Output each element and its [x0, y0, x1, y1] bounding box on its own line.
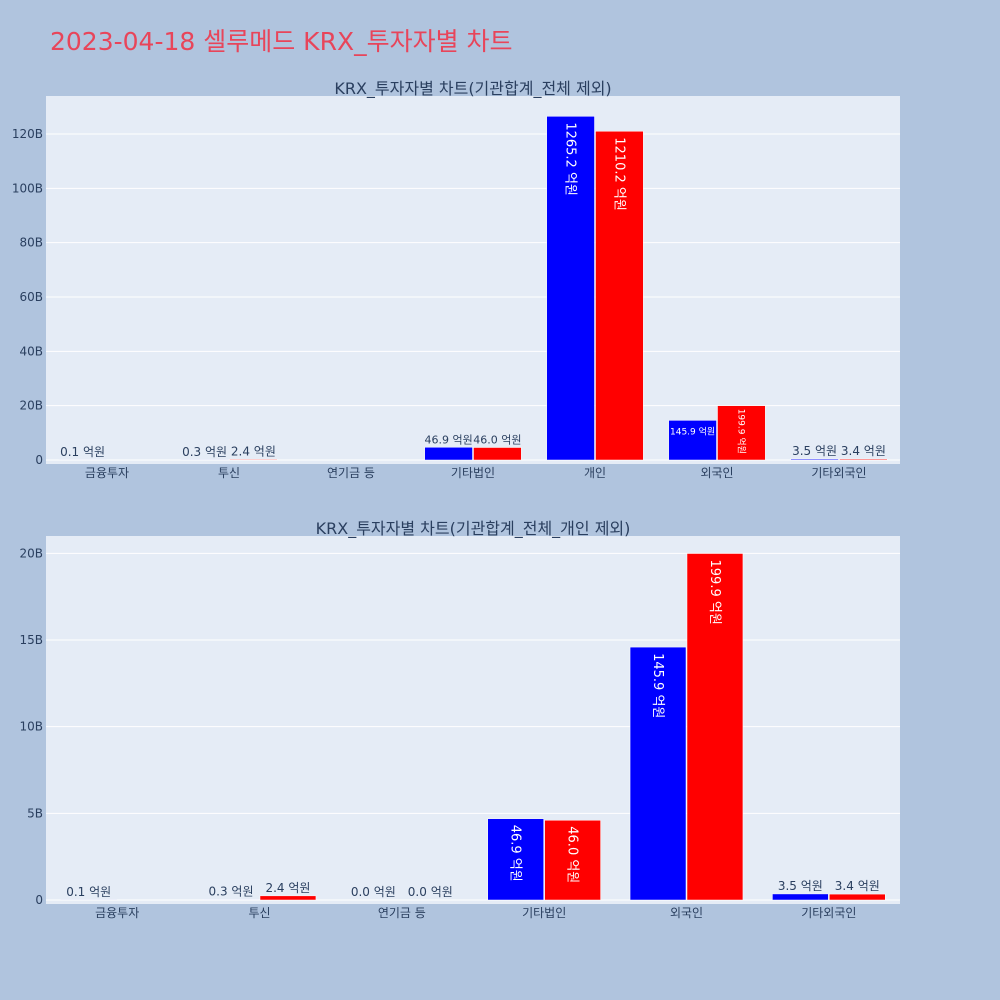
y-tick-label: 20B: [19, 399, 43, 413]
data-label: 199.9 억원: [735, 409, 747, 454]
data-label: 0.0 억원: [351, 885, 396, 899]
data-label: 1210.2 억원: [611, 137, 626, 211]
bar: [772, 893, 829, 901]
bar: [829, 893, 886, 901]
y-tick-label: 60B: [19, 290, 43, 304]
x-tick-label: 기타법인: [522, 906, 566, 920]
x-tick-label: 투신: [248, 906, 270, 920]
y-tick-label: 40B: [19, 344, 43, 358]
bar: [544, 820, 601, 901]
bar: [259, 895, 317, 901]
data-label: 145.9 억원: [670, 425, 715, 437]
bar: [686, 553, 744, 901]
bar: [629, 646, 687, 901]
plot-area: [46, 96, 900, 464]
bar: [202, 899, 260, 901]
data-label: 0.3 억원: [209, 884, 254, 898]
data-label: 0.3 억원: [182, 445, 227, 459]
y-tick-label: 100B: [12, 181, 43, 195]
y-tick-label: 15B: [19, 633, 43, 647]
bar: [595, 131, 644, 461]
data-label: 3.4 억원: [835, 879, 880, 893]
chart-1: 0 20B 40B 60B 80B 100B 120B KRX_투자자별 차트(기관합계_전체…: [12, 79, 900, 480]
data-label: 0.1 억원: [66, 885, 111, 899]
data-label: 199.9 억원: [707, 560, 722, 625]
bar: [487, 818, 544, 901]
bar: [717, 405, 766, 461]
x-tick-label: 기타외국인: [811, 466, 866, 480]
main-title: 2023-04-18 셀루메드 KRX_투자자별 차트: [50, 27, 513, 56]
data-label: 0.1 억원: [60, 445, 105, 459]
y-tick-label: 0: [35, 453, 43, 467]
data-label: 2.4 억원: [265, 881, 310, 895]
data-label: 2.4 억원: [231, 444, 276, 458]
x-tick-label: 연기금 등: [378, 906, 426, 920]
data-label: 1265.2 억원: [563, 122, 578, 196]
y-tick-label: 120B: [12, 127, 43, 141]
chart-title: KRX_투자자별 차트(기관합계_전체_개인 제외): [316, 519, 631, 539]
bar: [668, 420, 717, 461]
bar: [424, 447, 473, 461]
bar: [473, 447, 522, 461]
x-tick-label: 투신: [218, 466, 240, 480]
plot-area: [46, 536, 900, 904]
bar: [790, 458, 839, 461]
data-label: 46.9 억원: [424, 433, 472, 446]
x-tick-label: 연기금 등: [327, 466, 375, 480]
data-label: 3.4 억원: [841, 444, 886, 458]
x-tick-label: 외국인: [700, 466, 733, 480]
data-label: 0.0 억원: [408, 885, 453, 899]
chart-title: KRX_투자자별 차트(기관합계_전체 제외): [334, 79, 611, 99]
y-tick-label: 10B: [19, 720, 43, 734]
chart-2: 0 5B 10B 15B 20B KRX_투자자별 차트(기관합계_전체_개인 제외) 금융…: [19, 519, 900, 920]
x-tick-label: 금융투자: [85, 466, 129, 480]
y-tick-label: 80B: [19, 236, 43, 250]
data-label: 46.0 억원: [473, 434, 521, 447]
x-tick-label: 금융투자: [95, 906, 139, 920]
data-label: 3.5 억원: [792, 444, 837, 458]
bar: [546, 116, 595, 461]
bar: [229, 459, 278, 461]
data-label: 46.9 억원: [508, 825, 523, 882]
x-tick-label: 외국인: [670, 906, 703, 920]
data-label: 145.9 억원: [650, 653, 665, 718]
data-label: 3.5 억원: [778, 879, 823, 893]
y-tick-label: 20B: [19, 546, 43, 560]
bar: [839, 458, 888, 461]
y-tick-label: 5B: [27, 806, 43, 820]
x-tick-label: 기타외국인: [801, 906, 856, 920]
x-tick-label: 기타법인: [451, 466, 495, 480]
y-tick-label: 0: [35, 893, 43, 907]
x-tick-label: 개인: [584, 466, 606, 480]
data-label: 46.0 억원: [565, 826, 580, 883]
